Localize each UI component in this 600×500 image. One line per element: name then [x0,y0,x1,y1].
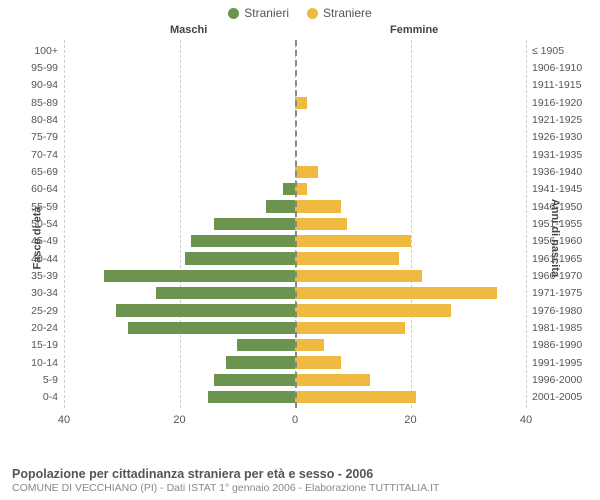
bar-female [295,218,347,230]
age-label: 75-79 [31,131,64,143]
year-label: 1996-2000 [526,374,582,386]
year-label: 1906-1910 [526,62,582,74]
age-label: 5-9 [43,374,64,386]
footer: Popolazione per cittadinanza straniera p… [12,467,588,494]
bar-male [208,391,295,403]
year-label: 1911-1915 [526,79,581,91]
year-label: 1941-1945 [526,183,582,195]
bar-male [226,356,295,368]
year-label: 1951-1955 [526,218,582,230]
bar-male [283,183,295,195]
bar-female [295,200,341,212]
age-label: 60-64 [31,183,64,195]
chart-subtitle: COMUNE DI VECCHIANO (PI) - Dati ISTAT 1°… [12,482,588,494]
age-label: 35-39 [31,270,64,282]
bar-male [116,304,295,316]
bar-male [214,374,295,386]
legend-swatch-male [228,8,239,19]
bar-female [295,339,324,351]
chart-title: Popolazione per cittadinanza straniera p… [12,467,588,481]
year-label: 1936-1940 [526,166,582,178]
age-label: 25-29 [31,305,64,317]
year-label: 1971-1975 [526,287,582,299]
bar-male [156,287,295,299]
legend-item-female: Straniere [307,6,372,20]
plot-region: 100+≤ 190595-991906-191090-941911-191585… [64,40,526,408]
bar-female [295,166,318,178]
age-label: 50-54 [31,218,64,230]
year-label: 1976-1980 [526,305,582,317]
age-label: 70-74 [31,149,64,161]
legend-item-male: Stranieri [228,6,289,20]
bar-male [214,218,295,230]
column-headers: Maschi Femmine [0,24,600,40]
year-label: ≤ 1905 [526,45,564,57]
bar-female [295,304,451,316]
bar-female [295,287,497,299]
bar-male [191,235,295,247]
age-label: 95-99 [31,62,64,74]
year-label: 1956-1960 [526,235,582,247]
age-label: 20-24 [31,322,64,334]
bar-female [295,270,422,282]
age-label: 40-44 [31,253,64,265]
year-label: 1926-1930 [526,131,582,143]
year-label: 1921-1925 [526,114,582,126]
age-label: 15-19 [31,339,64,351]
age-label: 10-14 [31,357,64,369]
age-label: 0-4 [43,391,64,403]
header-female: Femmine [390,24,438,36]
age-label: 85-89 [31,97,64,109]
legend-swatch-female [307,8,318,19]
bar-male [185,252,295,264]
bar-male [104,270,295,282]
year-label: 1946-1950 [526,201,582,213]
x-tick: 40 [58,414,70,426]
year-label: 1966-1970 [526,270,582,282]
bar-female [295,235,411,247]
x-axis: 402002040 [64,414,526,428]
x-tick: 20 [404,414,416,426]
age-label: 90-94 [31,79,64,91]
age-label: 80-84 [31,114,64,126]
bar-male [237,339,295,351]
bar-female [295,252,399,264]
header-male: Maschi [170,24,207,36]
age-label: 55-59 [31,201,64,213]
bar-male [266,200,295,212]
bar-female [295,356,341,368]
x-tick: 0 [292,414,298,426]
chart-area: Fasce di età Anni di nascita 100+≤ 19059… [0,40,600,436]
bar-male [128,322,295,334]
year-label: 1981-1985 [526,322,582,334]
bar-female [295,374,370,386]
x-tick: 40 [520,414,532,426]
x-tick: 20 [173,414,185,426]
year-label: 1916-1920 [526,97,582,109]
legend-label-female: Straniere [323,6,372,20]
legend-label-male: Stranieri [244,6,289,20]
year-label: 1991-1995 [526,357,582,369]
age-label: 100+ [34,45,64,57]
year-label: 1931-1935 [526,149,582,161]
legend: Stranieri Straniere [0,0,600,24]
age-label: 65-69 [31,166,64,178]
center-axis-line [295,40,297,408]
bar-female [295,322,405,334]
bar-female [295,391,416,403]
year-label: 2001-2005 [526,391,582,403]
age-label: 45-49 [31,235,64,247]
age-label: 30-34 [31,287,64,299]
year-label: 1986-1990 [526,339,582,351]
year-label: 1961-1965 [526,253,582,265]
